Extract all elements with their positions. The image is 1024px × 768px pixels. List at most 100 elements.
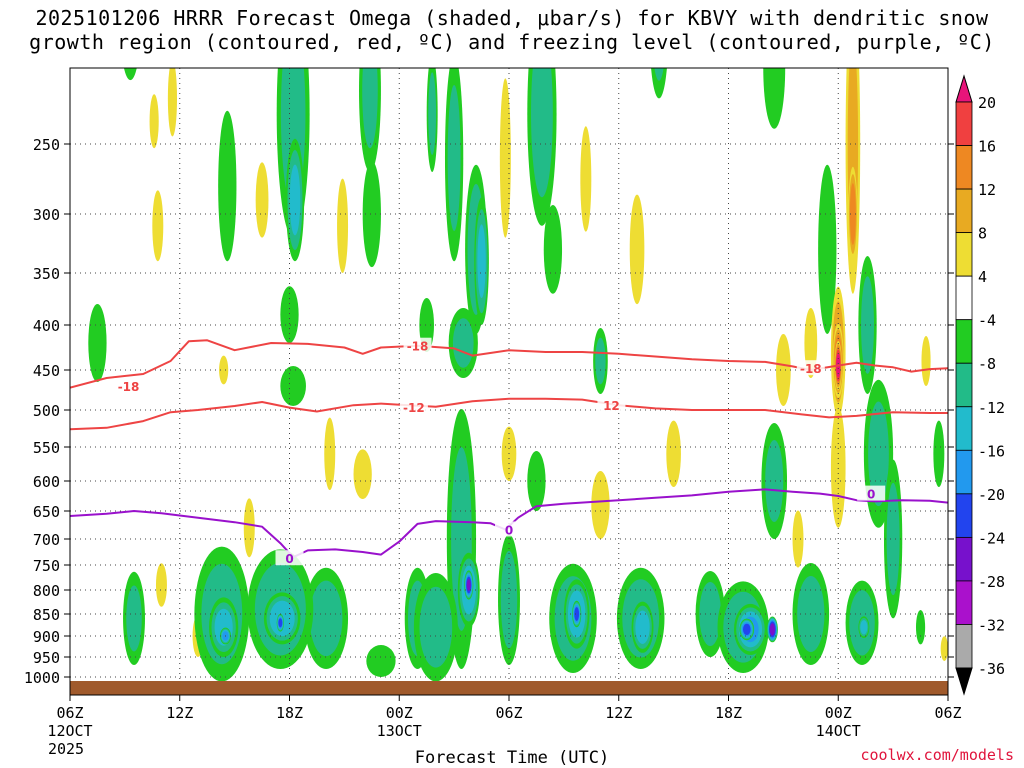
omega-shade-level xyxy=(915,610,926,645)
omega-cell xyxy=(353,449,372,500)
y-tick-label: 600 xyxy=(33,473,60,491)
colorbar-segment xyxy=(955,188,973,234)
omega-shade-level xyxy=(447,85,461,231)
omega-cell xyxy=(580,126,592,232)
omega-shade-level xyxy=(886,482,900,596)
omega-cell xyxy=(324,417,336,490)
omega-shade-level xyxy=(324,417,336,490)
omega-cell xyxy=(527,68,557,226)
x-tick-label: 12Z xyxy=(605,704,632,722)
omega-cell xyxy=(219,355,229,385)
omega-cell xyxy=(209,597,239,657)
y-tick-label: 300 xyxy=(33,206,60,224)
omega-shade-level xyxy=(499,78,511,238)
contour-label: 0 xyxy=(285,552,293,566)
omega-shade-level xyxy=(830,407,846,528)
omega-shade-level xyxy=(255,162,269,238)
omega-shade-level xyxy=(149,94,159,149)
omega-cell xyxy=(337,178,349,273)
source-credit-link[interactable]: coolwx.com/models xyxy=(860,746,1014,764)
omega-shade-level xyxy=(574,607,580,621)
y-tick-label: 900 xyxy=(33,628,60,646)
omega-shade-level xyxy=(849,183,856,245)
contour-label: -12 xyxy=(403,401,425,415)
omega-cell xyxy=(543,205,563,294)
omega-shade-level xyxy=(763,68,786,129)
contour-label: -18 xyxy=(118,380,140,394)
y-tick-label: 950 xyxy=(33,649,60,667)
omega-shade-level xyxy=(309,580,343,657)
y-tick-label: 350 xyxy=(33,265,60,283)
omega-cell xyxy=(858,616,870,639)
omega-cell xyxy=(152,190,164,262)
omega-cell xyxy=(883,459,903,619)
omega-shade-level xyxy=(280,286,299,343)
omega-shade-level xyxy=(921,336,931,386)
omega-shade-level xyxy=(477,224,486,299)
omega-shade-level xyxy=(591,471,610,539)
omega-cell xyxy=(591,471,610,539)
y-axis: 250 300 350 400 450 500 550 600 650 700 750 800 850 9… xyxy=(24,136,954,687)
omega-shade-level xyxy=(654,68,664,81)
colorbar: 20 16 12 8 4 -4 -8 -12 -16 -20 -24 -28 -32 -36 xyxy=(955,74,1005,696)
omega-cell xyxy=(285,138,305,262)
omega-shade-level xyxy=(88,304,107,382)
colorbar-segment xyxy=(955,449,973,495)
omega-shade-level xyxy=(500,550,518,649)
omega-cell xyxy=(88,304,107,382)
contour-label: -18 xyxy=(800,362,822,376)
x-tick-label: 12Z xyxy=(166,704,193,722)
omega-cell xyxy=(776,334,791,406)
colorbar-level-label: 16 xyxy=(978,138,996,156)
y-tick-label: 700 xyxy=(33,531,60,549)
omega-cell xyxy=(167,68,178,137)
contour-label-bg xyxy=(857,485,886,501)
omega-cell xyxy=(149,94,159,149)
omega-cell xyxy=(761,423,788,539)
omega-cell xyxy=(629,194,645,305)
omega-shade-level xyxy=(776,334,791,406)
omega-cell xyxy=(362,160,381,268)
omega-cell xyxy=(499,78,511,238)
y-tick-label: 1000 xyxy=(24,669,60,687)
omega-cell xyxy=(366,645,396,677)
omega-cell xyxy=(304,567,349,670)
omega-cell xyxy=(464,570,474,600)
omega-cell xyxy=(123,571,145,666)
colorbar-level-label: -16 xyxy=(978,442,1005,460)
omega-shade-level xyxy=(860,620,868,635)
omega-shade-level xyxy=(792,510,804,568)
x-tick-date-label: 12OCT xyxy=(47,722,92,740)
omega-cell xyxy=(413,573,458,681)
colorbar-level-label: -24 xyxy=(978,529,1005,547)
colorbar-level-label: 20 xyxy=(978,94,996,112)
contour-label: -18 xyxy=(407,340,429,354)
omega-cell xyxy=(766,616,778,643)
y-tick-label: 450 xyxy=(33,362,60,380)
chart-title-line-1: 2025101206 HRRR Forecast Omega (shaded, … xyxy=(35,6,989,30)
colorbar-segment xyxy=(955,493,973,538)
omega-cell xyxy=(218,110,237,262)
omega-cell xyxy=(474,197,489,325)
y-tick-label: 850 xyxy=(33,606,60,624)
omega-shade-level xyxy=(218,110,237,262)
colorbar-bottom-arrow xyxy=(955,667,973,696)
omega-shade-level xyxy=(152,190,164,262)
colorbar-segment xyxy=(955,101,973,146)
omega-cell xyxy=(527,451,546,511)
omega-shade-level xyxy=(629,194,645,305)
omega-cell xyxy=(848,166,858,262)
colorbar-segment xyxy=(955,580,973,625)
omega-shade-level xyxy=(362,68,378,149)
y-tick-label: 550 xyxy=(33,439,60,457)
omega-cell xyxy=(359,68,381,172)
omega-shade-level xyxy=(126,585,142,652)
contour-line-dendritic xyxy=(70,339,948,389)
omega-shade-level xyxy=(419,586,453,668)
colorbar-top-arrow xyxy=(955,74,973,103)
omega-cell xyxy=(426,68,438,172)
omega-shade-level xyxy=(580,126,592,232)
colorbar-level-label: 4 xyxy=(978,268,987,286)
